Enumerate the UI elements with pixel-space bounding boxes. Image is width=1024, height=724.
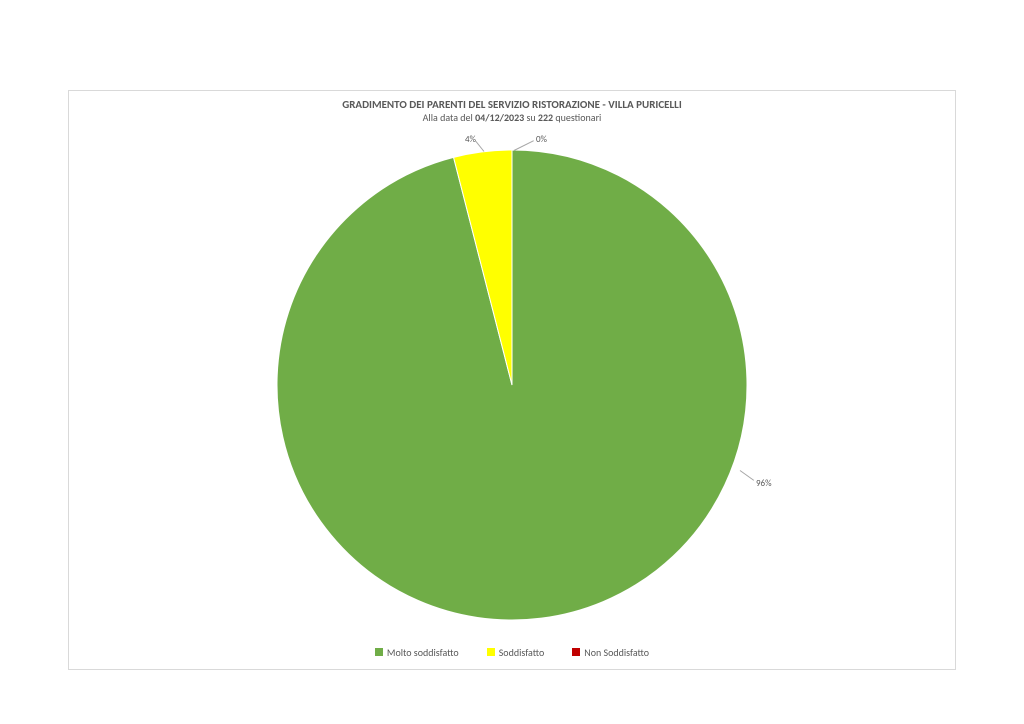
legend-item: Soddisfatto <box>487 645 545 659</box>
subtitle-date: 04/12/2023 <box>475 111 524 124</box>
chart-legend: Molto soddisfatto Soddisfatto Non Soddisfa… <box>0 644 1024 659</box>
pie-svg <box>277 150 747 620</box>
pie-data-label: 4% <box>465 134 476 145</box>
pie-data-label: 96% <box>756 478 772 489</box>
legend-label: Soddisfatto <box>499 646 545 659</box>
legend-swatch <box>375 648 383 656</box>
chart-title-block: GRADIMENTO DEI PARENTI DEL SERVIZIO RIST… <box>0 98 1024 124</box>
pie-chart <box>277 150 747 620</box>
subtitle-prefix: Alla data del <box>423 111 475 124</box>
chart-subtitle: Alla data del 04/12/2023 su 222 question… <box>0 111 1024 124</box>
legend-label: Molto soddisfatto <box>387 646 459 659</box>
pie-data-label: 0% <box>536 134 547 145</box>
subtitle-suffix: questionari <box>553 111 601 124</box>
subtitle-count: 222 <box>538 111 553 124</box>
subtitle-mid: su <box>524 111 538 124</box>
chart-title: GRADIMENTO DEI PARENTI DEL SERVIZIO RIST… <box>0 98 1024 111</box>
legend-swatch <box>572 648 580 656</box>
legend-item: Molto soddisfatto <box>375 645 459 659</box>
legend-item: Non Soddisfatto <box>572 645 649 659</box>
legend-swatch <box>487 648 495 656</box>
legend-label: Non Soddisfatto <box>584 646 649 659</box>
